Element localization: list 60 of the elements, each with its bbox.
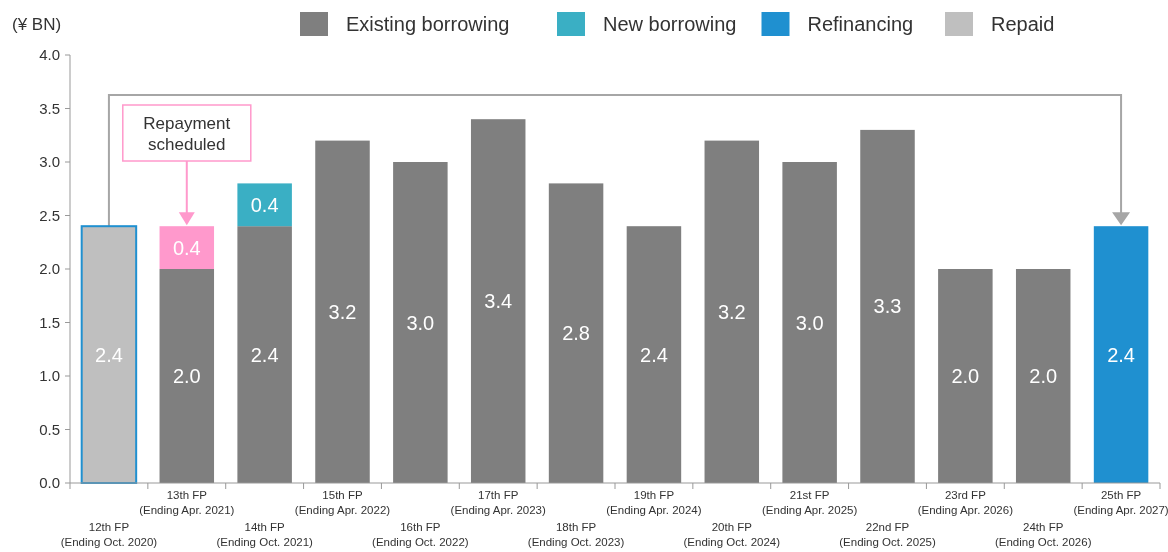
data-label: 3.2 [717,300,746,323]
bar [704,140,760,483]
y-tick-label: 0.5 [39,420,60,438]
legend-label: New borrowing [603,13,737,35]
bar [315,140,370,483]
x-tick-label: 13th FP (Ending Apr. 2021) [139,489,235,516]
data-label: 2.4 [640,343,668,366]
x-tick-label: 16th FP (Ending Oct. 2022) [372,521,469,548]
data-label: 0.4 [250,193,279,216]
bar [1093,226,1149,483]
y-tick-label: 4.0 [39,46,60,63]
x-tick-label: 25th FP (Ending Apr. 2027) [1073,489,1168,516]
data-label: 3.3 [873,295,902,318]
x-tick-label: 23rd FP (Ending Apr. 2026) [917,489,1014,516]
annotation: Repayment scheduled [143,114,231,154]
x-tick-label: 19th FP (Ending Apr. 2024) [606,489,702,516]
bar [860,129,915,483]
bar [782,162,837,483]
x-tick-label: 20th FP (Ending Oct. 2024) [683,521,781,548]
legend-label: Existing borrowing [346,13,510,35]
data-label: 3.4 [484,290,513,313]
data-label: 0.4 [172,236,201,259]
bar [393,162,448,483]
x-tick-label: 12th FP (Ending Oct. 2020) [60,521,158,548]
data-label: 2.4 [95,343,123,366]
y-axis-title: (¥ BN) [12,15,62,34]
y-tick-label: 2.5 [39,206,60,224]
data-label: 2.4 [250,343,279,366]
x-tick-label: 18th FP (Ending Oct. 2023) [527,521,625,548]
y-tick-label: 3.5 [39,99,60,117]
x-tick-label: 22nd FP (Ending Oct. 2025) [839,521,936,548]
bar [938,269,993,483]
bar [1015,269,1071,483]
data-label: 3.0 [795,311,824,334]
y-tick-label: 3.0 [39,153,60,170]
y-tick-label: 1.5 [39,313,60,331]
bar [237,226,292,483]
legend-label: Repaid [991,13,1055,35]
bar [626,226,682,483]
bar [159,269,215,483]
y-tick-label: 0.0 [39,474,60,491]
data-label: 3.2 [328,300,357,323]
x-tick-label: 14th FP (Ending Oct. 2021) [216,521,314,548]
bar [237,183,292,227]
data-label: 2.4 [1107,343,1135,366]
x-tick-label: 24th FP (Ending Oct. 2026) [994,521,1092,548]
bar [470,119,526,483]
x-tick-label: 15th FP (Ending Apr. 2022) [294,489,391,516]
bar [548,183,604,483]
data-label: 2.0 [172,365,201,387]
legend-label: Refinancing [807,13,914,35]
data-label: 3.0 [406,311,435,334]
x-tick-label: 17th FP (Ending Apr. 2023) [450,489,547,516]
y-tick-label: 2.0 [39,260,60,277]
bar [80,225,138,484]
data-label: 2.0 [1029,365,1058,387]
data-label: 2.0 [951,365,980,387]
data-label: 2.8 [562,322,590,345]
y-tick-label: 1.0 [39,367,60,384]
x-tick-label: 21st FP (Ending Apr. 2025) [762,489,858,516]
